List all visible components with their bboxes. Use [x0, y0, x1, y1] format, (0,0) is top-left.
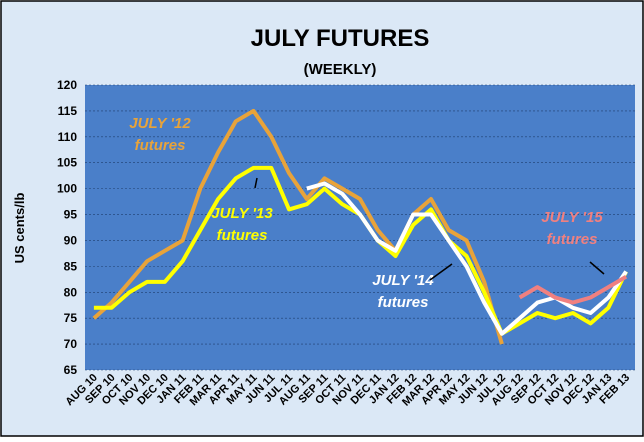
y-tick-label: 80 — [64, 285, 78, 299]
y-axis-label: US cents/lb — [12, 193, 27, 264]
y-tick-label: 105 — [57, 156, 77, 170]
y-tick-label: 85 — [64, 259, 78, 273]
chart-subtitle: (WEEKLY) — [304, 61, 377, 78]
y-tick-label: 100 — [57, 182, 77, 196]
annotation-text: futures — [217, 227, 268, 244]
series-line — [518, 274, 628, 305]
annotation-text: futures — [135, 137, 186, 154]
y-tick-label: 90 — [64, 233, 78, 247]
chart-title: JULY FUTURES — [251, 25, 430, 52]
y-tick-label: 65 — [64, 363, 78, 377]
y-tick-label: 70 — [64, 337, 78, 351]
annotation-name: JULY '14 — [372, 272, 434, 289]
annotation-name: JULY '13 — [211, 205, 273, 222]
y-tick-label: 95 — [64, 208, 78, 222]
annotation-arrow — [589, 261, 605, 275]
annotation-name: JULY '15 — [541, 209, 603, 226]
annotation-arrow — [254, 177, 258, 189]
annotation-name: JULY '12 — [129, 115, 191, 132]
annotation-arrow — [429, 263, 453, 281]
y-tick-label: 120 — [57, 78, 77, 92]
annotation-text: futures — [547, 231, 598, 248]
series-line — [306, 181, 628, 336]
series-line — [92, 108, 504, 345]
y-tick-label: 115 — [58, 104, 78, 118]
annotation-text: futures — [378, 294, 429, 311]
y-tick-label: 75 — [64, 311, 78, 325]
plot-area — [85, 85, 635, 370]
y-tick-label: 110 — [58, 130, 78, 144]
